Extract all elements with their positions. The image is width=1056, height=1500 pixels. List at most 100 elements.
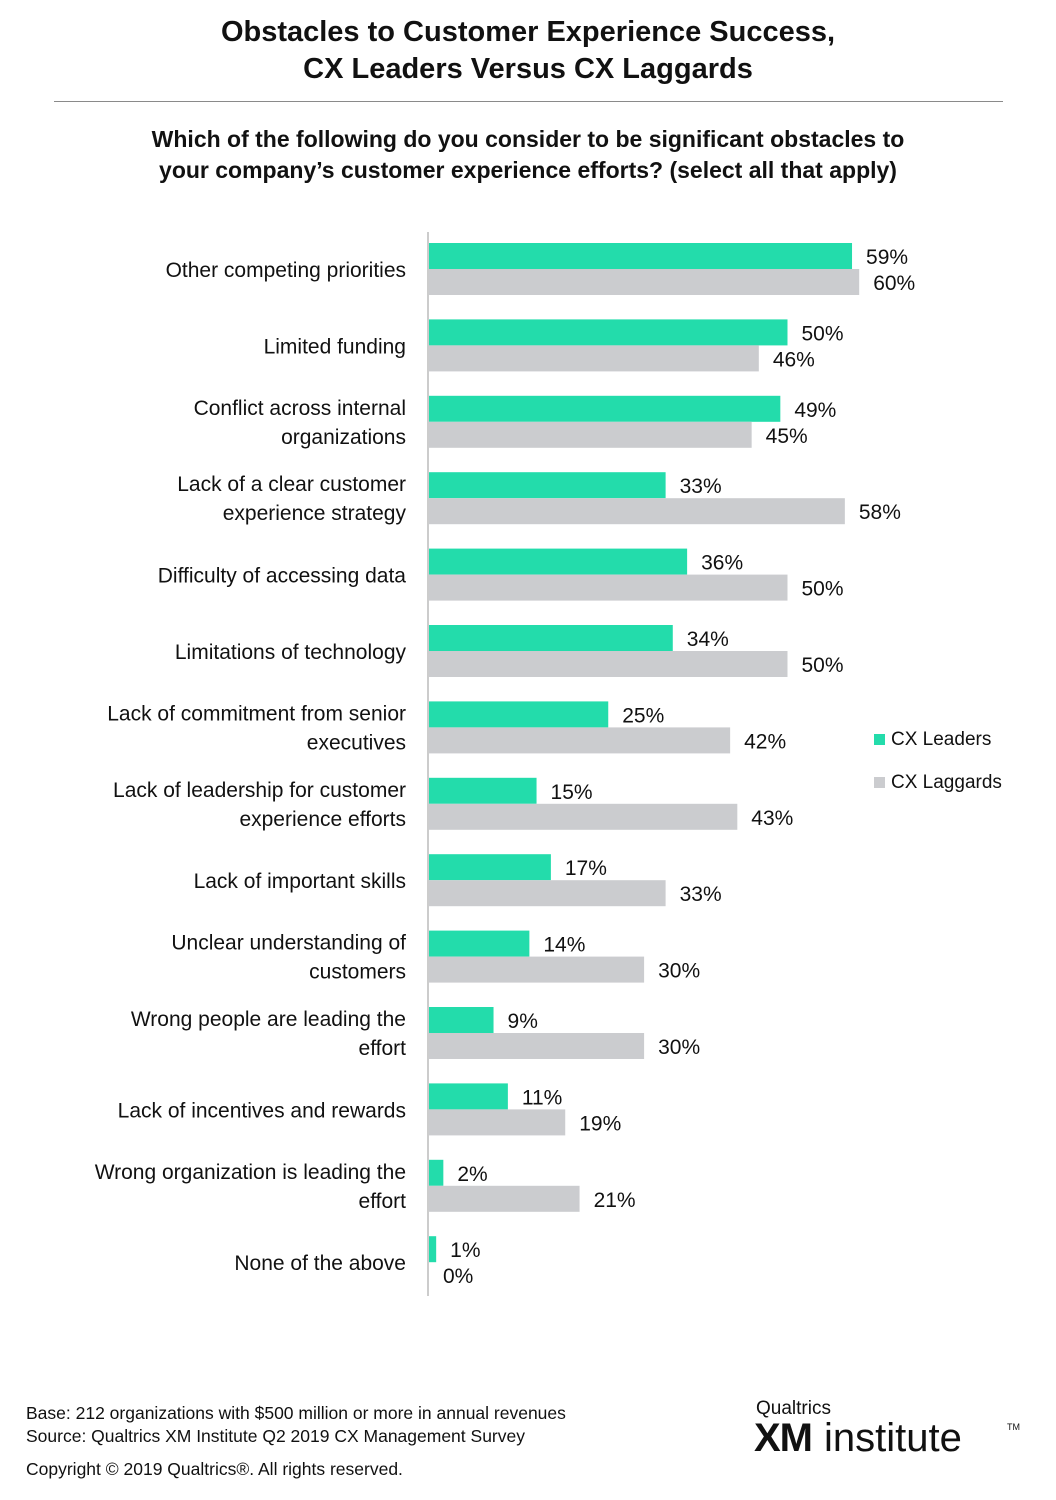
category-label: Wrong organization is leading the: [95, 1161, 406, 1184]
category-label: Unclear understanding of: [171, 932, 406, 955]
bar-leaders: [429, 854, 551, 881]
bar-laggards: [429, 727, 731, 754]
survey-question-line1: Which of the following do you consider t…: [151, 126, 905, 152]
bar-leaders: [429, 777, 537, 804]
category-label: Lack of commitment from senior: [107, 702, 406, 725]
category-label: Lack of a clear customer: [177, 473, 406, 496]
survey-question: Which of the following do you consider t…: [0, 124, 1056, 186]
value-label-leaders: 50%: [802, 322, 844, 345]
logo-trademark: TM: [1007, 1422, 1020, 1432]
bar-leaders: [429, 1007, 494, 1033]
value-label-leaders: 11%: [522, 1086, 562, 1109]
value-label-leaders: 14%: [543, 934, 585, 957]
value-label-laggards: 58%: [859, 501, 901, 524]
bar-leaders: [429, 395, 781, 422]
value-label-laggards: 46%: [773, 348, 815, 371]
category-label: Lack of important skills: [194, 870, 406, 893]
bar-laggards: [429, 651, 788, 677]
category-label: experience strategy: [223, 502, 407, 525]
category-label: effort: [359, 1037, 407, 1060]
value-label-leaders: 36%: [701, 552, 743, 575]
bar-leaders: [429, 1159, 444, 1186]
bar-leaders: [429, 930, 530, 957]
title-divider: [54, 101, 1003, 102]
logo-brand: Qualtrics: [756, 1398, 831, 1419]
value-label-leaders: 17%: [565, 857, 607, 880]
value-label-laggards: 60%: [873, 272, 915, 295]
chart-legend: CX Leaders CX Laggards: [874, 727, 1002, 813]
value-label-laggards: 45%: [766, 425, 808, 448]
value-label-leaders: 25%: [622, 704, 664, 727]
legend-swatch-leaders: [874, 734, 885, 745]
chart-title: Obstacles to Customer Experience Success…: [0, 14, 1056, 88]
value-label-laggards: 30%: [658, 960, 700, 983]
value-label-leaders: 49%: [794, 399, 836, 422]
legend-item-laggards: CX Laggards: [874, 770, 1002, 813]
bar-leaders: [429, 1236, 437, 1263]
value-label-leaders: 1%: [450, 1239, 480, 1262]
value-label-leaders: 2%: [457, 1163, 487, 1186]
category-label: effort: [359, 1190, 407, 1213]
footer: Base: 212 organizations with $500 millio…: [26, 1402, 566, 1481]
bar-leaders: [429, 548, 688, 575]
category-label: None of the above: [234, 1252, 406, 1275]
value-label-leaders: 59%: [866, 246, 908, 269]
value-label-leaders: 34%: [687, 628, 729, 651]
value-label-leaders: 33%: [680, 475, 722, 498]
category-label: executives: [307, 731, 406, 754]
bar-laggards: [429, 421, 752, 448]
category-label: Conflict across internal: [194, 397, 406, 420]
category-label: Lack of leadership for customer: [113, 779, 406, 802]
value-label-laggards: 30%: [658, 1036, 700, 1059]
chart-title-line1: Obstacles to Customer Experience Success…: [220, 16, 836, 48]
footer-source: Source: Qualtrics XM Institute Q2 2019 C…: [26, 1426, 525, 1446]
value-label-laggards: 33%: [680, 883, 722, 906]
category-label: Difficulty of accessing data: [158, 565, 407, 588]
value-label-laggards: 21%: [594, 1189, 636, 1212]
legend-swatch-laggards: [874, 777, 885, 788]
bar-laggards: [429, 345, 759, 372]
survey-question-line2: your company’s customer experience effor…: [159, 157, 897, 183]
category-label: Wrong people are leading the: [131, 1008, 406, 1031]
value-label-laggards: 50%: [802, 654, 844, 677]
bar-laggards: [429, 498, 845, 525]
value-label-laggards: 43%: [751, 807, 793, 830]
value-label-leaders: 15%: [551, 781, 593, 804]
footer-base: Base: 212 organizations with $500 millio…: [26, 1403, 566, 1423]
bar-laggards: [429, 1033, 645, 1059]
bar-laggards: [429, 1185, 580, 1212]
bar-laggards: [429, 269, 860, 295]
bar-laggards: [429, 574, 788, 601]
logo-institute: institute: [824, 1416, 962, 1460]
category-label: organizations: [281, 426, 406, 449]
value-label-laggards: 19%: [579, 1112, 621, 1135]
legend-item-leaders: CX Leaders: [874, 727, 1002, 770]
bar-leaders: [429, 472, 666, 499]
bar-leaders: [429, 319, 788, 346]
footer-copyright: Copyright © 2019 Qualtrics®. All rights …: [26, 1459, 403, 1479]
logo-xm: XM: [754, 1416, 813, 1460]
bar-laggards: [429, 880, 666, 907]
category-label: Lack of incentives and rewards: [118, 1099, 406, 1122]
bar-leaders: [429, 625, 673, 651]
value-label-laggards: 50%: [802, 578, 844, 601]
bar-leaders: [429, 701, 609, 728]
value-label-laggards: 0%: [443, 1265, 473, 1288]
bar-laggards: [429, 803, 738, 830]
bar-chart: Other competing priorities 59% 60% Limited …: [95, 232, 915, 1296]
xm-institute-logo: Qualtrics XM institute TM: [754, 1398, 1034, 1478]
category-label: customers: [309, 961, 406, 984]
bar-laggards: [429, 956, 645, 983]
category-label: Other competing priorities: [166, 259, 406, 282]
legend-label-laggards: CX Laggards: [891, 772, 1002, 793]
bar-leaders: [429, 243, 853, 269]
bar-laggards: [429, 1109, 566, 1136]
category-label: Limitations of technology: [175, 641, 407, 664]
chart-title-line2: CX Leaders Versus CX Laggards: [303, 53, 753, 85]
legend-label-leaders: CX Leaders: [891, 729, 992, 750]
category-label: experience efforts: [239, 808, 406, 831]
bar-leaders: [429, 1083, 508, 1110]
value-label-leaders: 9%: [508, 1010, 538, 1033]
value-label-laggards: 42%: [744, 730, 786, 753]
category-label: Limited funding: [264, 335, 406, 358]
